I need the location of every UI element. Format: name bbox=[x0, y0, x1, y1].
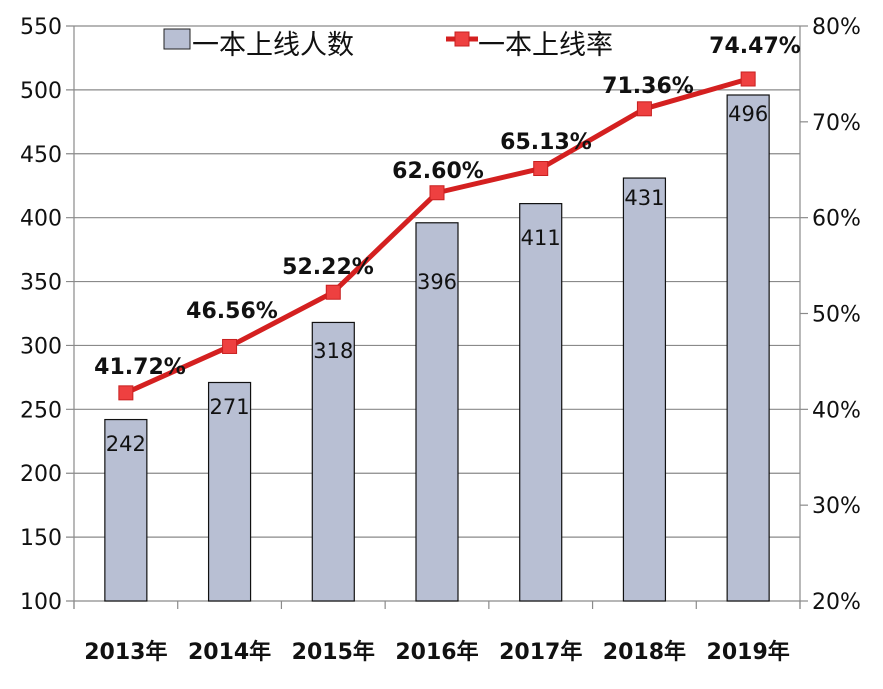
rate-marker bbox=[429, 185, 445, 201]
x-category-label: 2017年 bbox=[499, 639, 582, 665]
rate-marker bbox=[118, 385, 134, 401]
bar bbox=[519, 203, 563, 602]
y-left-tick-label: 100 bbox=[20, 590, 62, 615]
y-right-tick-label: 80% bbox=[812, 15, 861, 40]
rate-marker bbox=[740, 71, 756, 87]
rate-marker bbox=[222, 338, 238, 354]
rate-value-label: 62.60% bbox=[392, 159, 484, 184]
y-right-tick-label: 30% bbox=[812, 494, 861, 519]
bar bbox=[622, 177, 667, 602]
y-right-tick-label: 60% bbox=[812, 207, 861, 232]
x-category-label: 2013年 bbox=[84, 639, 167, 665]
x-category-label: 2016年 bbox=[395, 639, 478, 665]
legend-bar-label: 一本上线人数 bbox=[192, 30, 354, 61]
rate-value-label: 52.22% bbox=[282, 255, 374, 280]
bar-value-label: 496 bbox=[728, 102, 768, 126]
y-left-tick-label: 200 bbox=[20, 462, 62, 487]
bar bbox=[726, 94, 770, 602]
bar bbox=[104, 418, 148, 602]
bar-value-label: 411 bbox=[521, 226, 561, 250]
y-right-tick-label: 70% bbox=[812, 111, 861, 136]
y-left-tick-label: 450 bbox=[20, 143, 62, 168]
legend-bar-swatch bbox=[163, 28, 191, 50]
y-left-tick-label: 500 bbox=[20, 79, 62, 104]
bar-value-label: 242 bbox=[106, 432, 146, 456]
x-category-label: 2019年 bbox=[707, 639, 790, 665]
x-category-label: 2015年 bbox=[292, 639, 375, 665]
rate-value-label: 74.47% bbox=[709, 34, 801, 59]
y-left-tick-label: 400 bbox=[20, 207, 62, 232]
bar-value-label: 431 bbox=[624, 186, 664, 210]
legend-line-label: 一本上线率 bbox=[478, 30, 613, 61]
rate-marker bbox=[636, 101, 652, 117]
y-right-tick-label: 20% bbox=[812, 590, 861, 615]
bar bbox=[415, 222, 459, 602]
legend-line-marker bbox=[454, 31, 470, 47]
y-left-tick-label: 150 bbox=[20, 526, 62, 551]
rate-value-label: 41.72% bbox=[94, 355, 186, 380]
bar bbox=[207, 381, 252, 602]
bar-value-label: 318 bbox=[313, 339, 353, 363]
rate-marker bbox=[325, 284, 341, 300]
x-category-label: 2014年 bbox=[188, 639, 271, 665]
rate-value-label: 71.36% bbox=[602, 74, 694, 99]
rate-value-label: 46.56% bbox=[186, 299, 278, 324]
y-left-tick-label: 350 bbox=[20, 271, 62, 296]
x-category-label: 2018年 bbox=[603, 639, 686, 665]
bar-value-label: 396 bbox=[417, 270, 457, 294]
y-left-tick-label: 300 bbox=[20, 334, 62, 359]
rate-value-label: 65.13% bbox=[500, 130, 592, 155]
y-left-tick-label: 550 bbox=[20, 15, 62, 40]
y-right-tick-label: 50% bbox=[812, 303, 861, 328]
bar-value-label: 271 bbox=[210, 395, 250, 419]
y-right-tick-label: 40% bbox=[812, 398, 861, 423]
rate-marker bbox=[533, 161, 549, 177]
bar bbox=[311, 321, 355, 602]
y-left-tick-label: 250 bbox=[20, 398, 62, 423]
